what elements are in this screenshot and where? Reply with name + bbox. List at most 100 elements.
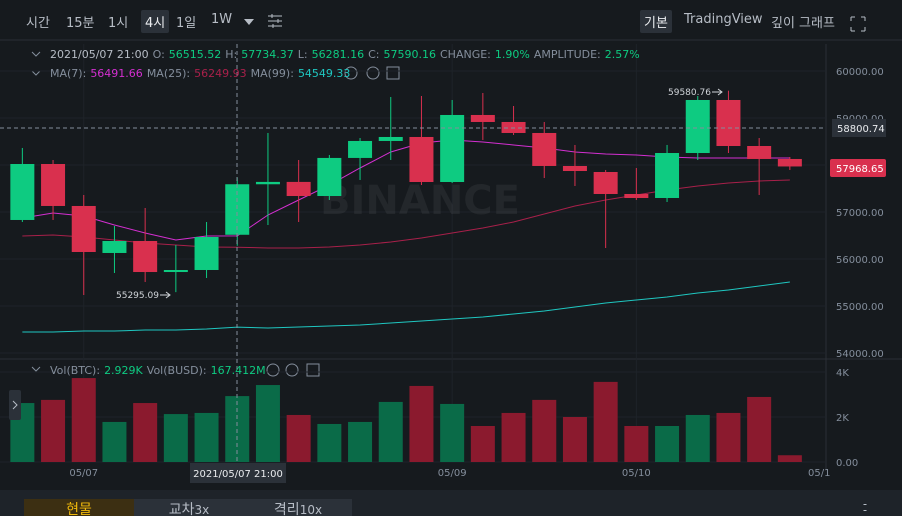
label: MA(25): (146, 67, 191, 80)
order-tab[interactable]: 현물 (24, 499, 134, 516)
view-button[interactable]: TradingView (684, 12, 763, 27)
x-tick-label: 05/07 (69, 468, 98, 479)
candle-body (777, 158, 802, 167)
volume-bar (532, 399, 557, 462)
value: 2.57% (604, 48, 640, 61)
timeframe-button[interactable]: 4시 (141, 10, 170, 33)
volume-bar (685, 414, 710, 462)
volume-bar (102, 421, 127, 462)
volume-bar (501, 412, 526, 462)
label: AMPLITUDE: (533, 48, 601, 61)
volume-header: Vol(BTC): 2.929K Vol(BUSD): 167.412M (50, 364, 270, 377)
volume-bar (163, 414, 188, 462)
volume-bar (716, 412, 741, 462)
candle-body (470, 114, 495, 122)
tab-leverage: 3x (194, 503, 210, 516)
settings-icon (268, 14, 282, 28)
y-tick-label: 57000.00 (836, 208, 884, 219)
last-price: 57968.65 (836, 164, 884, 175)
candle-body (747, 146, 772, 159)
volume-bar (348, 421, 373, 462)
last-price-box (830, 159, 886, 177)
candle-body (71, 205, 96, 252)
volume-bar (378, 401, 403, 462)
timeframe-button[interactable]: 시간 (26, 16, 50, 31)
indicator-icon (344, 66, 358, 80)
timeframe-button[interactable]: 15분 (66, 16, 95, 31)
time: 2021/05/07 21:00 (50, 48, 149, 61)
tab-leverage: 10x (299, 503, 323, 516)
value: 1.90% (494, 48, 530, 61)
candle-body (409, 136, 434, 183)
timeframe-button[interactable]: 1W (211, 12, 233, 27)
volume-bar (777, 455, 802, 462)
value: 57590.16 (383, 48, 437, 61)
volume-bar (470, 425, 495, 462)
value: 2.929K (104, 364, 143, 377)
fullscreen-icon (850, 16, 866, 32)
y-tick-label: 2K (836, 413, 849, 424)
price-label-box (832, 119, 886, 137)
time-label-box (190, 463, 286, 483)
view-button[interactable]: 깊이 그래프 (771, 16, 835, 31)
volume-bar (562, 416, 587, 462)
volume-bar (255, 385, 280, 462)
candle-body (501, 121, 526, 133)
candle-body (440, 114, 465, 183)
order-tab[interactable]: 교차3x (134, 499, 244, 516)
volume-bar (71, 378, 96, 462)
timeframe-button[interactable]: 1일 (176, 16, 197, 31)
timeframe-button[interactable]: 1시 (108, 16, 129, 31)
value: 57734.37 (241, 48, 294, 61)
x-tick-label: 05/09 (438, 468, 467, 479)
volume-bar (624, 425, 649, 462)
volume-bar (194, 412, 219, 462)
candle-body (624, 193, 649, 198)
annotation-arrow (712, 88, 723, 96)
candle-body (102, 240, 127, 253)
collapse-icon (31, 366, 41, 372)
y-tick-label: 0.00 (836, 458, 858, 469)
tab-label: 격리 (273, 502, 300, 516)
label: MA(99): (250, 67, 294, 80)
candle-body (317, 157, 342, 197)
volume-bar (317, 423, 342, 462)
volume-bar (593, 381, 618, 462)
label: Vol(BUSD): (146, 364, 207, 377)
volume-bar (747, 396, 772, 462)
label: MA(7): (50, 67, 87, 80)
crosshair-time: 2021/05/07 21:00 (193, 469, 283, 480)
annotation-arrow (160, 291, 171, 299)
order-tab[interactable]: 격리10x (244, 499, 352, 516)
candle-body (41, 164, 66, 206)
candle-body (562, 165, 587, 172)
candle-body (10, 164, 35, 220)
dropdown-icon (244, 19, 254, 25)
volume-bar (41, 399, 66, 462)
candle-body (255, 181, 280, 185)
candle-body (593, 171, 618, 194)
value: 167.412M (210, 364, 266, 377)
ma-header: MA(7): 56491.66 MA(25): 56249.93 MA(99): 5454… (50, 67, 354, 80)
candle-body (133, 240, 158, 273)
collapse-icon (31, 70, 41, 76)
crosshair-price: 58800.74 (837, 124, 885, 135)
label: O: (152, 48, 165, 61)
view-button[interactable]: 기본 (640, 10, 672, 33)
y-tick-label: 4K (836, 368, 849, 379)
indicator-icon (266, 363, 280, 377)
collapse-icon (31, 51, 41, 57)
candle-body (348, 140, 373, 158)
y-tick-label: 56000.00 (836, 255, 884, 266)
ma-line (22, 281, 790, 333)
side-toggle (9, 390, 21, 420)
indicator-icon (306, 363, 320, 377)
volume-bar (409, 385, 434, 462)
value: 56491.66 (90, 67, 143, 80)
low-annotation: 55295.09 (116, 291, 159, 301)
high-annotation: 59580.76 (668, 88, 711, 98)
x-tick-label: 05/1 (808, 468, 830, 479)
candle-body (716, 99, 741, 147)
